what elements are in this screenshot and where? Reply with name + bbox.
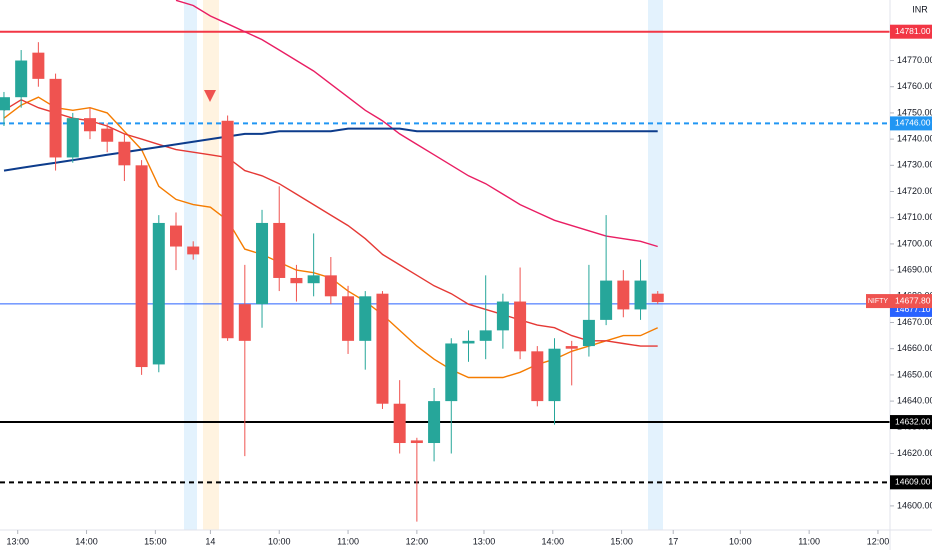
candle-body: [0, 97, 10, 111]
candle-body: [256, 222, 269, 305]
candle-body: [66, 118, 79, 158]
candle-body: [600, 280, 613, 320]
y-tick-label: 14620.00: [897, 448, 932, 458]
candle-body: [221, 120, 234, 339]
price-tag-label: 14677.10: [895, 304, 931, 314]
candle-body: [531, 351, 544, 402]
y-tick-label: 14710.00: [897, 212, 932, 222]
y-tick-label: 14720.00: [897, 186, 932, 196]
y-tick-label: 14660.00: [897, 343, 932, 353]
candle-body: [359, 296, 372, 341]
candle-body: [83, 118, 96, 132]
plot-area: [0, 0, 890, 522]
candle-body: [324, 275, 337, 297]
candle-body: [393, 403, 406, 444]
x-tick-label: 17: [668, 536, 678, 546]
x-tick-label: 14:00: [75, 536, 98, 546]
candle-body: [307, 275, 320, 284]
x-tick-label: 12:00: [867, 536, 890, 546]
y-tick-label: 14640.00: [897, 395, 932, 405]
price-tag: [890, 294, 932, 309]
candle-body: [651, 293, 664, 303]
y-tick-label: 14730.00: [897, 160, 932, 170]
y-tick-label: 14600.00: [897, 500, 932, 510]
moving-average: [175, 0, 658, 248]
x-tick-label: 14:00: [542, 536, 565, 546]
moving-average: [3, 127, 658, 172]
candle-body: [548, 348, 561, 402]
candle-body: [101, 128, 114, 142]
moving-average: [3, 99, 658, 347]
symbol-tag: [866, 294, 890, 309]
candle-body: [445, 343, 458, 402]
candle-body: [118, 141, 131, 166]
candle-body: [238, 304, 251, 341]
price-tag-label: 14677.80: [895, 295, 931, 305]
x-tick-label: 11:00: [798, 536, 820, 546]
candle-body: [617, 280, 630, 310]
x-tick-label: 13:00: [473, 536, 496, 546]
candle-body: [410, 440, 423, 444]
candle-body: [32, 52, 45, 79]
session-highlight: [203, 0, 219, 530]
candle-body: [634, 280, 647, 310]
y-tick-label: 14740.00: [897, 133, 932, 143]
currency: INR: [912, 4, 928, 14]
price-tag: [890, 24, 932, 39]
candle-body: [479, 330, 492, 341]
candle-body: [342, 296, 355, 341]
candle-body: [376, 293, 389, 404]
candle-body: [49, 78, 62, 158]
candle-body: [152, 222, 165, 365]
candle-body: [565, 346, 578, 349]
candle-body: [514, 301, 527, 352]
candle-body: [15, 60, 28, 98]
price-tag-label: 14632.00: [895, 416, 931, 426]
y-tick-label: 14690.00: [897, 264, 932, 274]
x-tick-label: 10:00: [729, 536, 752, 546]
x-tick-label: 12:00: [406, 536, 429, 546]
x-tick-label: 15:00: [144, 536, 167, 546]
y-tick-label: 14650.00: [897, 369, 932, 379]
y-tick-label: 14770.00: [897, 55, 932, 65]
price-tag: [890, 415, 932, 430]
candle-body: [170, 225, 183, 247]
price-tag: [890, 116, 932, 131]
candle-body: [135, 165, 148, 368]
x-tick-label: 15:00: [610, 536, 633, 546]
y-tick-label: 14700.00: [897, 238, 932, 248]
session-highlight: [184, 0, 197, 530]
candle-body: [290, 277, 303, 284]
symbol-tag-label: NIFTY: [868, 298, 889, 305]
x-tick-label: 13:00: [6, 536, 29, 546]
y-tick-label: 14750.00: [897, 107, 932, 117]
price-tag-label: 14781.00: [895, 26, 931, 36]
x-tick-label: 11:00: [337, 536, 359, 546]
candle-body: [462, 340, 475, 344]
x-tick-label: 14: [205, 536, 215, 546]
price-tag-label: 14609.00: [895, 477, 931, 487]
candle-body: [582, 319, 595, 347]
candle-body: [428, 401, 441, 444]
y-tick-label: 14670.00: [897, 317, 932, 327]
x-tick-label: 10:00: [268, 536, 291, 546]
candle-body: [273, 222, 286, 278]
price-tag-label: 14746.00: [895, 118, 931, 128]
session-highlight: [648, 0, 663, 530]
price-tag: [890, 475, 932, 490]
candle-body: [187, 246, 200, 255]
signal-marker: [204, 90, 216, 102]
y-tick-label: 14760.00: [897, 81, 932, 91]
candle-body: [496, 301, 509, 331]
